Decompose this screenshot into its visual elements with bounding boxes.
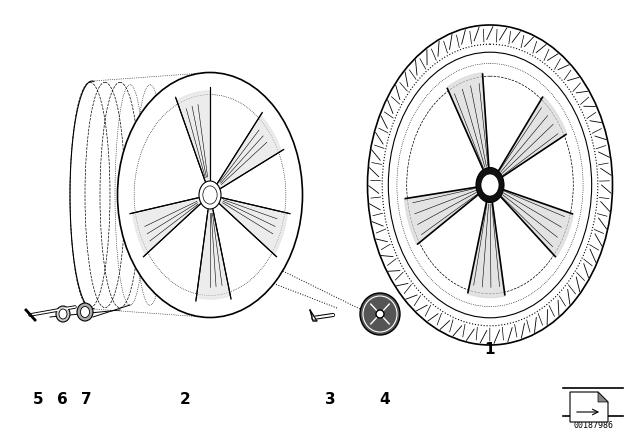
Ellipse shape (59, 309, 67, 319)
Ellipse shape (367, 25, 612, 345)
Ellipse shape (81, 306, 90, 318)
Ellipse shape (118, 73, 303, 318)
Ellipse shape (360, 293, 400, 335)
Ellipse shape (199, 181, 221, 209)
Polygon shape (132, 198, 201, 255)
Polygon shape (598, 392, 608, 402)
Polygon shape (217, 115, 281, 189)
Ellipse shape (77, 303, 93, 321)
Text: 5: 5 (33, 392, 44, 408)
Text: 4: 4 (380, 392, 390, 408)
Polygon shape (447, 73, 490, 176)
Ellipse shape (476, 168, 504, 202)
Text: 3: 3 (324, 392, 335, 408)
Text: 00187986: 00187986 (573, 422, 613, 431)
Text: 2: 2 (180, 392, 190, 408)
Text: 1: 1 (484, 343, 495, 358)
Ellipse shape (56, 306, 70, 322)
Ellipse shape (388, 52, 591, 318)
Polygon shape (468, 195, 505, 297)
Polygon shape (219, 198, 287, 255)
Circle shape (376, 310, 384, 318)
Polygon shape (570, 392, 608, 422)
Text: 7: 7 (81, 392, 92, 408)
Ellipse shape (481, 174, 499, 196)
Polygon shape (496, 188, 573, 258)
Polygon shape (310, 310, 317, 321)
Polygon shape (495, 96, 567, 181)
Polygon shape (177, 91, 210, 182)
Text: 6: 6 (56, 392, 67, 408)
Polygon shape (404, 186, 483, 245)
Polygon shape (196, 209, 230, 299)
